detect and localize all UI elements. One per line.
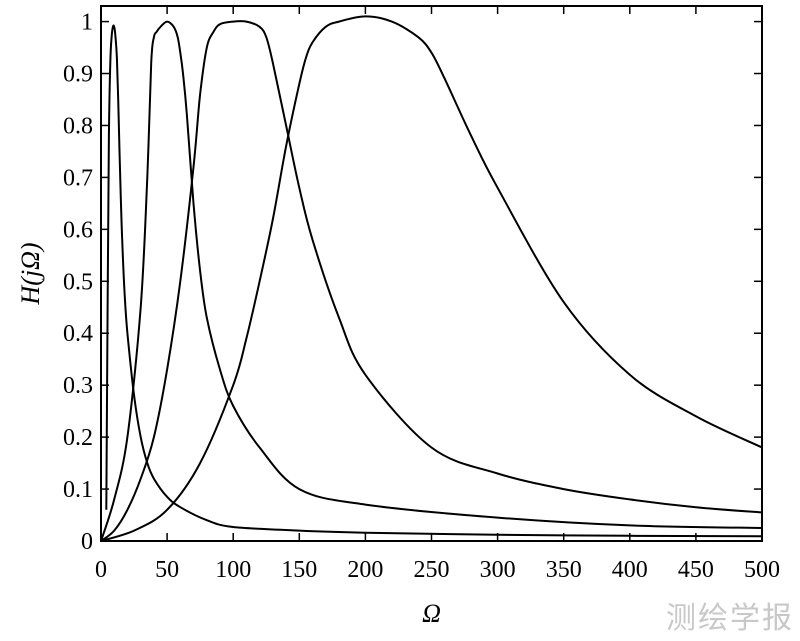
series-line-4 [100,15,763,542]
x-tick-label-6: 300 [480,557,516,583]
tick-labels-layer: 0 50 100 150 200 250 300 350 400 450 500 0 0.1 0.2 0.3… [63,10,780,583]
x-tick-label-9: 450 [678,557,714,583]
x-tick-label-0: 0 [95,557,107,583]
y-axis-label: H(jΩ) [16,242,45,305]
y-tick-label-2: 0.2 [63,425,93,451]
plot-frame [100,5,763,542]
y-tick-label-0: 0 [81,529,93,555]
y-tick-label-3: 0.3 [63,373,93,399]
x-tick-label-10: 500 [744,557,780,583]
x-tick-label-7: 350 [546,557,582,583]
x-tick-label-8: 400 [612,557,648,583]
x-tick-label-3: 150 [281,557,317,583]
y-tick-label-4: 0.4 [63,321,93,347]
y-tick-label-6: 0.6 [63,217,93,243]
series-line-2 [100,20,763,542]
series-layer [100,15,763,542]
x-tick-label-4: 200 [347,557,383,583]
watermark: 测绘学报 [666,601,794,636]
y-tick-label-9: 0.9 [63,62,93,88]
x-axis-label: Ω [422,599,441,628]
x-tick-label-2: 100 [215,557,251,583]
series-line-1 [105,24,763,538]
y-tick-label-10: 1 [81,10,93,36]
series-line-3 [100,20,763,542]
y-tick-label-1: 0.1 [63,477,93,503]
y-tick-label-7: 0.7 [63,165,93,191]
x-tick-label-1: 50 [155,557,179,583]
x-tick-label-5: 250 [414,557,450,583]
y-tick-label-5: 0.5 [63,269,93,295]
y-tick-label-8: 0.8 [63,113,93,139]
